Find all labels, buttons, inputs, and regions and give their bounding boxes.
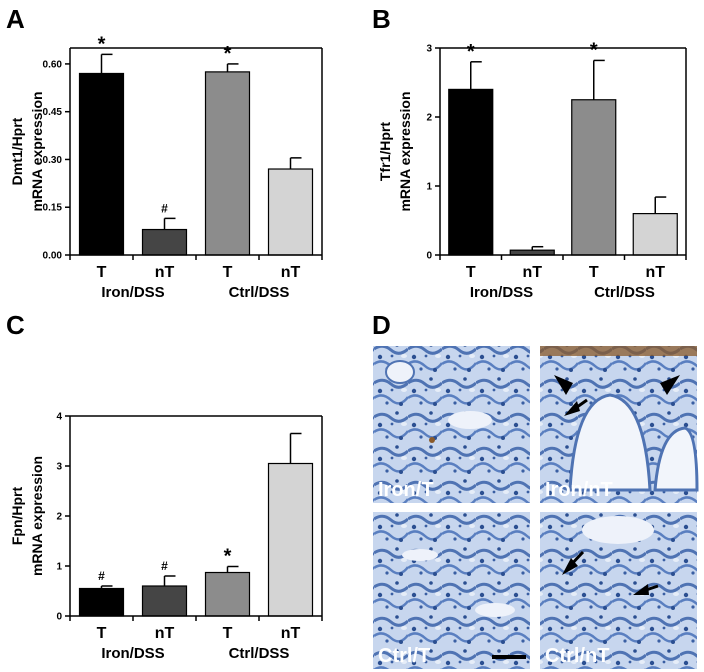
y-tick-label: 0.30 — [43, 155, 63, 166]
panel-c: C # T # nT * T nT 0 1 2 3 4 Iron/DSS Ctrl/DSS Fpn/Hprt… — [6, 310, 323, 662]
y-axis-label: Fpn/Hprt — [9, 487, 25, 546]
panel-c-letter: C — [6, 310, 25, 340]
panel-a-letter: A — [6, 4, 25, 34]
x-category-label: T — [466, 264, 476, 281]
y-tick-label: 3 — [56, 462, 62, 473]
x-category-label: T — [223, 264, 233, 281]
bar — [267, 168, 314, 256]
bar — [448, 88, 494, 256]
significance-mark: * — [224, 546, 232, 568]
x-category-label: T — [223, 625, 233, 642]
y-tick-label: 0.15 — [43, 203, 63, 214]
arrow-marker-icon — [633, 584, 659, 595]
group-label: Ctrl/DSS — [229, 284, 290, 301]
y-tick-label: 0.00 — [43, 251, 63, 262]
bar — [571, 99, 617, 256]
panel-d: D Iron/T Iron/nT Ctrl/T — [372, 310, 699, 669]
bar — [204, 571, 251, 617]
group-label: Ctrl/DSS — [594, 284, 655, 301]
x-category-label: T — [589, 264, 599, 281]
bar — [632, 213, 678, 256]
micrograph-label: Ctrl/T — [378, 645, 430, 667]
significance-mark: # — [98, 569, 105, 583]
x-category-label: nT — [155, 625, 175, 642]
scale-bar — [492, 655, 526, 659]
bar — [141, 585, 188, 617]
x-category-label: nT — [281, 264, 301, 281]
arrowhead-marker-icon — [660, 375, 680, 395]
y-tick-label: 0.45 — [43, 107, 63, 118]
x-category-label: T — [97, 625, 107, 642]
x-category-label: nT — [155, 264, 175, 281]
y-axis-label: mRNA expression — [29, 91, 45, 211]
panel-a-chart: * T # nT * T nT 0.00 0.15 0.30 0.45 0.60 Iron/DSS Ctr… — [9, 33, 323, 301]
significance-mark: * — [98, 33, 106, 55]
panel-b: B * T nT * T nT 0 1 2 3 Iron/DSS Ctrl/DSS Tfr1/Hprt m… — [372, 4, 687, 301]
y-tick-label: 1 — [56, 562, 62, 573]
significance-mark: * — [467, 41, 475, 63]
panel-d-letter: D — [372, 310, 391, 340]
group-label: Iron/DSS — [101, 645, 164, 662]
significance-mark: * — [590, 39, 598, 61]
group-label: Iron/DSS — [101, 284, 164, 301]
iron-stain-band — [540, 346, 697, 356]
bar — [78, 587, 125, 617]
crypt-outline — [568, 393, 652, 492]
y-axis-label: Dmt1/Hprt — [9, 117, 25, 185]
y-tick-label: 2 — [426, 113, 432, 124]
bar — [78, 72, 125, 256]
y-axis-label: mRNA expression — [397, 91, 413, 211]
bar — [267, 462, 314, 617]
y-tick-label: 3 — [426, 44, 432, 55]
significance-mark: # — [161, 201, 168, 215]
x-category-label: T — [97, 264, 107, 281]
micrograph-label: Iron/T — [378, 479, 434, 501]
micrograph-label: Iron/nT — [545, 479, 613, 501]
micrograph-ctrl-nt: Ctrl/nT — [540, 512, 697, 669]
group-label: Ctrl/DSS — [229, 645, 290, 662]
significance-mark: # — [161, 559, 168, 573]
y-tick-label: 4 — [56, 412, 62, 423]
bar — [141, 228, 188, 256]
group-label: Iron/DSS — [470, 284, 533, 301]
panel-b-letter: B — [372, 4, 391, 34]
y-axis-label: Tfr1/Hprt — [377, 122, 393, 181]
x-category-label: nT — [281, 625, 301, 642]
micrograph-label: Ctrl/nT — [545, 645, 609, 667]
x-category-label: nT — [522, 264, 542, 281]
arrow-marker-icon — [562, 550, 585, 575]
micrograph-ctrl-t: Ctrl/T — [373, 512, 530, 669]
panel-b-chart: * T nT * T nT 0 1 2 3 Iron/DSS Ctrl/DSS Tfr1/Hprt mRN… — [377, 39, 687, 301]
y-tick-label: 0 — [56, 612, 62, 623]
arrowhead-marker-icon — [554, 375, 573, 395]
micrograph-iron-nt: Iron/nT — [540, 346, 699, 503]
y-tick-label: 0.60 — [43, 59, 63, 70]
y-axis-label: mRNA expression — [29, 456, 45, 576]
y-tick-label: 0 — [426, 251, 432, 262]
x-category-label: nT — [645, 264, 665, 281]
panel-c-chart: # T # nT * T nT 0 1 2 3 4 Iron/DSS Ctrl/DSS Fpn/Hprt mR… — [9, 412, 323, 662]
arrow-marker-icon — [564, 398, 588, 416]
y-tick-label: 1 — [426, 182, 432, 193]
bar — [204, 71, 251, 256]
micrograph-iron-t: Iron/T — [373, 346, 530, 503]
panel-a: A * T # nT * T nT 0.00 0.15 0.30 0.45 0.60 Iron/DSS C… — [6, 4, 323, 301]
y-tick-label: 2 — [56, 512, 62, 523]
significance-mark: * — [224, 43, 232, 65]
